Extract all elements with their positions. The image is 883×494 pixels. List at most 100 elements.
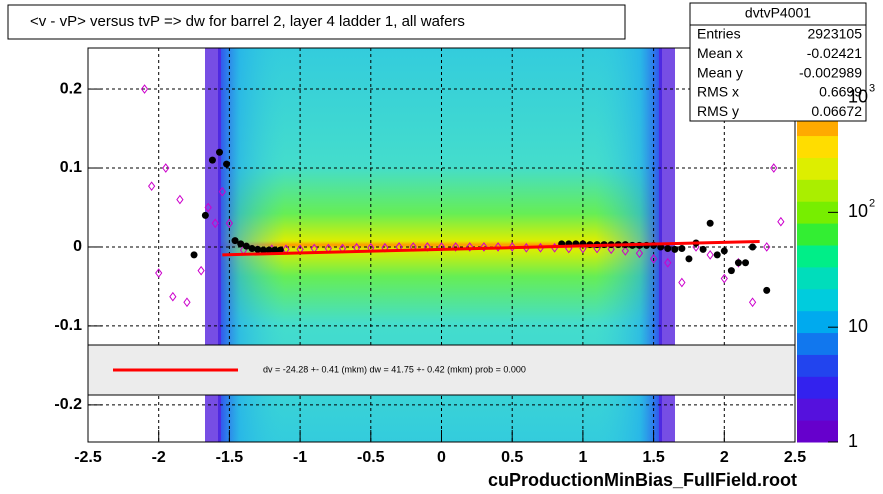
point: [208, 156, 216, 164]
z-tick-label: 10: [848, 201, 868, 221]
color-bar-cell: [797, 135, 838, 158]
y-tick-label: -0.1: [54, 317, 82, 334]
point: [204, 202, 212, 213]
y-tick-label: -0.2: [54, 396, 82, 413]
stats-value: 0.6699: [819, 84, 862, 100]
point: [155, 268, 163, 278]
point: [777, 216, 785, 227]
point: [218, 186, 226, 197]
z-tick-exponent: 3: [869, 82, 875, 94]
point: [169, 291, 177, 302]
point: [225, 218, 234, 229]
point: [242, 242, 250, 250]
point: [664, 257, 672, 268]
plot-area: [87, 47, 796, 443]
x-tick-label: -0.5: [357, 449, 385, 466]
color-bar-cell: [797, 223, 838, 246]
point: [678, 277, 686, 288]
point: [223, 160, 231, 168]
point: [770, 163, 778, 173]
color-bar-cell: [797, 201, 838, 224]
x-tick-label: 2.5: [784, 449, 806, 466]
point: [254, 245, 262, 253]
point: [763, 242, 771, 252]
point: [678, 245, 686, 253]
color-bar-cell: [797, 332, 838, 355]
point: [635, 248, 644, 259]
point: [480, 242, 488, 252]
point: [727, 267, 735, 275]
color-bar-cell: [797, 179, 838, 202]
point: [734, 259, 742, 267]
color-bar-cell: [797, 354, 838, 377]
point: [720, 247, 728, 255]
point: [720, 273, 728, 284]
color-bar-cell: [797, 310, 838, 334]
point: [140, 84, 149, 94]
point: [466, 242, 474, 252]
color-bar-cell: [797, 376, 838, 399]
point: [748, 297, 757, 308]
point: [237, 240, 245, 248]
z-tick-label: 1: [848, 431, 858, 451]
color-bar-cell: [797, 288, 838, 312]
stats-value: -0.02421: [807, 45, 862, 61]
point: [452, 242, 460, 252]
point: [271, 246, 279, 254]
stats-title: dvtvP4001: [745, 5, 811, 21]
z-tick-exponent: 2: [869, 197, 875, 209]
stats-box: [689, 2, 867, 122]
stats-value: 0.06672: [811, 103, 862, 119]
y-tick-label: 0.1: [60, 159, 82, 176]
point: [231, 237, 239, 245]
point: [494, 242, 502, 252]
footer: cuProductionMinBias_FullField.root: [488, 470, 797, 490]
stats-label: Mean y: [697, 64, 743, 80]
point: [763, 286, 771, 294]
point: [685, 255, 693, 263]
y-tick-label: 0.2: [60, 80, 82, 97]
point: [437, 242, 446, 252]
point: [706, 250, 714, 260]
point: [216, 148, 224, 156]
x-tick-label: 2: [720, 449, 729, 466]
point: [508, 242, 516, 252]
fit-text: dv = -24.28 +- 0.41 (mkm) dw = 41.75 +- …: [263, 364, 526, 374]
stats-value: -0.002989: [799, 64, 862, 80]
point: [148, 181, 156, 192]
point: [621, 246, 629, 256]
point: [607, 244, 615, 255]
x-tick-label: 0.5: [501, 449, 523, 466]
title-box: [7, 4, 626, 40]
x-tick-label: -1.5: [216, 449, 244, 466]
y-tick-label: 0: [73, 238, 82, 255]
color-bar-cell: [797, 398, 838, 421]
point: [176, 194, 184, 205]
point: [265, 246, 273, 254]
x-tick-label: -2.5: [74, 449, 102, 466]
x-tick-label: 1: [578, 449, 587, 466]
color-bar-cell: [797, 157, 838, 180]
x-tick-label: 1.5: [642, 449, 664, 466]
point: [706, 219, 714, 227]
x-tick-label: -2: [152, 449, 166, 466]
color-bar-cell: [797, 245, 838, 268]
z-tick-label: 10: [848, 86, 868, 106]
stats-label: Mean x: [697, 45, 743, 61]
x-tick-label: 0: [437, 449, 446, 466]
point: [201, 211, 209, 219]
color-bar-cell: [797, 266, 838, 290]
fit-line: [222, 239, 760, 257]
point: [248, 245, 256, 253]
point: [162, 163, 170, 173]
plot-frame: [87, 47, 796, 443]
color-bar-cell: [797, 420, 838, 443]
point: [649, 253, 658, 264]
chart-title: <v - vP> versus tvP => dw for barrel 2, …: [30, 13, 465, 30]
point: [671, 245, 679, 253]
point: [211, 218, 219, 229]
point: [749, 243, 757, 251]
z-tick-label: 10: [848, 316, 868, 336]
point: [699, 245, 707, 253]
